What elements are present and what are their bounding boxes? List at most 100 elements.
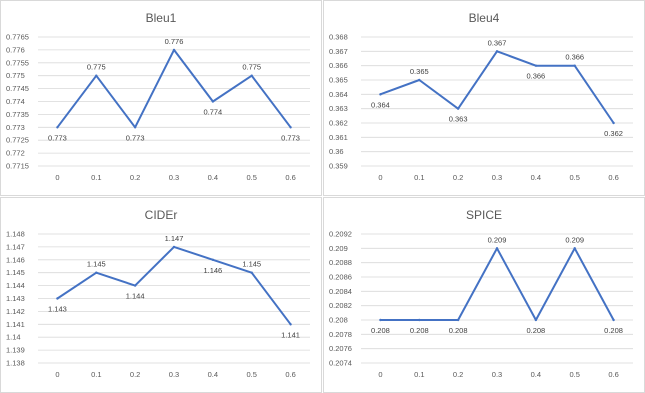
x-tick-label: 0: [378, 173, 382, 182]
y-tick-label: 0.209: [329, 244, 348, 253]
y-tick-label: 1.147: [6, 242, 25, 251]
x-tick-label: 0.1: [91, 370, 101, 379]
x-tick-label: 0: [55, 173, 59, 182]
y-tick-label: 1.143: [6, 294, 25, 303]
x-tick-label: 0.1: [414, 370, 424, 379]
x-tick-label: 0.4: [208, 173, 218, 182]
data-point: [495, 247, 499, 250]
y-tick-label: 0.364: [329, 90, 348, 99]
x-tick-label: 0.2: [453, 173, 463, 182]
data-label: 1.145: [87, 260, 106, 269]
data-point: [379, 93, 382, 96]
data-label: 0.775: [87, 63, 106, 72]
data-point: [211, 100, 215, 103]
x-tick-label: 0.3: [492, 173, 502, 182]
data-label: 0.776: [165, 37, 184, 46]
data-point: [534, 318, 538, 322]
y-tick-label: 1.139: [6, 346, 25, 355]
x-tick-label: 0.3: [492, 370, 502, 379]
x-tick-label: 0.5: [246, 173, 256, 182]
y-tick-label: 1.142: [6, 307, 25, 316]
y-tick-label: 0.776: [6, 45, 25, 54]
y-tick-label: 1.144: [6, 281, 25, 290]
y-tick-label: 0.363: [329, 104, 348, 113]
x-tick-label: 0.1: [91, 173, 101, 182]
x-tick-label: 0.4: [531, 370, 541, 379]
y-tick-label: 1.138: [6, 359, 25, 368]
data-label: 0.773: [126, 133, 145, 142]
data-label: 0.364: [371, 100, 390, 109]
y-tick-label: 0.7715: [6, 162, 29, 171]
y-tick-label: 1.146: [6, 255, 25, 264]
data-label: 0.208: [449, 326, 468, 335]
data-label: 0.208: [604, 326, 623, 335]
y-tick-label: 0.361: [329, 133, 348, 142]
chart-panel-cider: CIDEr 1.148 1.147 1.146 1.145 1.144 1.143 1.142…: [0, 197, 322, 393]
data-label: 0.209: [488, 235, 507, 244]
y-tick-label: 0.775: [6, 71, 25, 80]
data-point: [250, 271, 253, 274]
data-label: 0.209: [565, 235, 584, 244]
data-point: [418, 318, 421, 322]
data-label: 1.141: [281, 330, 300, 339]
y-tick-label: 0.7755: [6, 58, 29, 67]
x-tick-label: 0.4: [208, 370, 218, 379]
y-tick-label: 1.141: [6, 320, 25, 329]
data-point: [95, 74, 98, 77]
data-point: [612, 121, 615, 125]
chart-title: CIDEr: [145, 208, 178, 222]
y-tick-label: 0.7765: [6, 33, 29, 42]
chart-title: Bleu1: [146, 11, 177, 25]
data-point: [418, 78, 421, 82]
data-point: [612, 318, 615, 322]
y-tick-label: 1.148: [6, 230, 25, 239]
x-tick-label: 0.6: [285, 173, 295, 182]
data-label: 1.143: [48, 305, 67, 314]
y-tick-label: 0.2082: [329, 301, 352, 310]
data-point: [172, 245, 176, 249]
x-tick-label: 0.2: [453, 370, 463, 379]
data-label: 1.144: [126, 292, 145, 301]
x-tick-label: 0.5: [569, 370, 579, 379]
x-tick-label: 0.6: [285, 370, 295, 379]
y-tick-label: 0.2088: [329, 258, 352, 267]
data-label: 1.146: [203, 266, 222, 275]
data-label: 0.774: [203, 108, 222, 117]
x-tick-label: 0.6: [608, 173, 618, 182]
y-tick-label: 0.2078: [329, 330, 352, 339]
y-tick-label: 0.7735: [6, 110, 29, 119]
y-tick-label: 0.2092: [329, 230, 352, 239]
data-point: [133, 126, 137, 129]
y-tick-label: 0.2086: [329, 273, 352, 282]
data-point: [172, 48, 176, 52]
y-tick-label: 1.145: [6, 268, 25, 277]
data-label: 0.775: [242, 63, 261, 72]
x-tick-label: 0: [55, 370, 59, 379]
y-tick-label: 0.365: [329, 76, 348, 85]
data-point: [495, 50, 499, 53]
data-point: [379, 318, 382, 322]
x-tick-label: 0.6: [608, 370, 618, 379]
y-tick-label: 0.2084: [329, 287, 352, 296]
y-tick-label: 0.366: [329, 61, 348, 70]
y-tick-label: 0.2074: [329, 359, 352, 368]
data-label: 0.208: [410, 326, 429, 335]
chart-title: Bleu4: [469, 11, 500, 25]
data-label: 1.147: [165, 234, 184, 243]
chart-panel-spice: SPICE 0.2092 0.209 0.2088 0.2086 0.2084 0.2082…: [323, 197, 645, 393]
y-tick-label: 0.367: [329, 47, 348, 56]
panel-border: [323, 197, 645, 393]
data-label: 0.208: [371, 326, 390, 335]
y-tick-label: 0.7745: [6, 84, 29, 93]
data-label: 0.208: [526, 326, 545, 335]
data-label: 0.365: [410, 67, 429, 76]
x-tick-label: 0: [378, 370, 382, 379]
y-tick-label: 0.774: [6, 97, 25, 106]
x-tick-label: 0.4: [531, 173, 541, 182]
data-point: [573, 64, 576, 67]
x-tick-label: 0.5: [569, 173, 579, 182]
chart-panel-bleu1: Bleu1 0.7765 0.776 0.7755 0.775 0.7745 0.774 0.…: [0, 0, 322, 196]
y-tick-label: 0.208: [329, 316, 348, 325]
data-point: [95, 271, 98, 274]
